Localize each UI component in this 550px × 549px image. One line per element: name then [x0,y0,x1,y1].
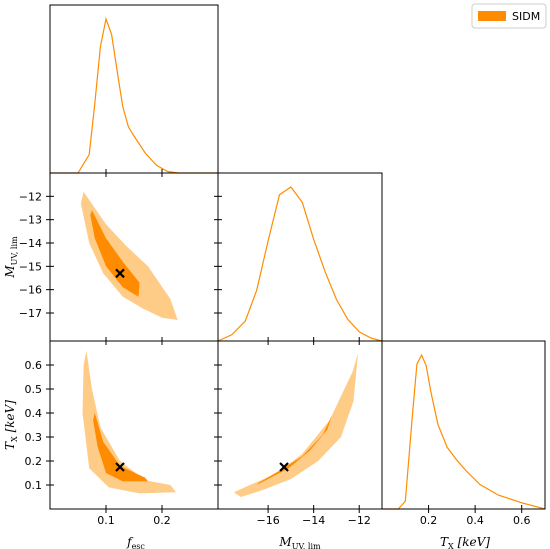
muv-fesc-true-marker [115,268,125,279]
tx-muv-contour-outer [233,353,359,497]
x-tick-label-muv: −14 [302,514,325,527]
muv-marginal-curve [217,186,383,342]
muv-fesc-contour-inner [90,210,140,297]
panel-tx-marginal [381,340,546,510]
tx-marginal-curve [382,353,546,510]
tx-fesc-contour-inner [93,413,148,482]
x-tick-label-tx: 0.4 [466,514,484,527]
y-tick-label-muv: −14 [19,237,42,250]
legend-frame [471,3,547,29]
muv-fesc-contour-outer [80,191,178,320]
legend-swatch [478,11,506,21]
x-tick-label-muv: −16 [257,514,280,527]
panel-fesc-marginal [49,4,219,174]
tx-fesc-true-marker [115,462,125,472]
legend-label: SIDM [512,10,540,23]
legend: SIDM [471,3,547,29]
panel-frame [49,4,219,174]
y-tick-label-tx: 0.5 [25,383,43,396]
x-tick-label-tx: 0.6 [513,514,531,527]
y-tick-label-muv: −16 [19,284,42,297]
panel-frame [217,340,383,510]
panel-tx-vs-muv [217,340,383,510]
y-tick-label-tx: 0.6 [25,359,43,372]
panel-muv-marginal [217,172,383,342]
y-tick-label-tx: 0.4 [25,407,43,420]
x-axis-label-tx: TX [keV] [440,535,490,549]
panel-tx-vs-fesc [49,340,219,510]
y-axis-label-tx: TX [keV] [3,400,19,450]
tick-layer: 0.1 0.2 −16 −14 −12 0.2 0.4 0.6 −17 −16 −15 −14 −13 −… [19,169,531,527]
x-tick-label-fesc: 0.1 [97,514,115,527]
y-tick-label-muv: −13 [19,214,42,227]
fesc-marginal-curve [50,16,218,174]
x-tick-label-tx: 0.2 [420,514,438,527]
y-tick-label-muv: −17 [19,307,42,320]
y-axis-label-muv: MUV, lim [3,236,19,279]
y-tick-label-muv: −12 [19,190,42,203]
x-tick-label-muv: −12 [348,514,371,527]
tx-muv-true-marker [279,462,289,472]
y-tick-label-tx: 0.2 [25,455,43,468]
x-axis-label-muv: MUV, lim [278,535,321,549]
y-tick-label-tx: 0.1 [25,479,43,492]
x-tick-label-fesc: 0.2 [153,514,171,527]
x-axis-label-fesc: fesc [126,535,145,549]
y-tick-label-tx: 0.3 [25,431,43,444]
panel-frame [217,172,383,342]
y-tick-label-muv: −15 [19,260,42,273]
panel-frame [381,340,546,510]
panel-muv-vs-fesc [49,172,219,342]
